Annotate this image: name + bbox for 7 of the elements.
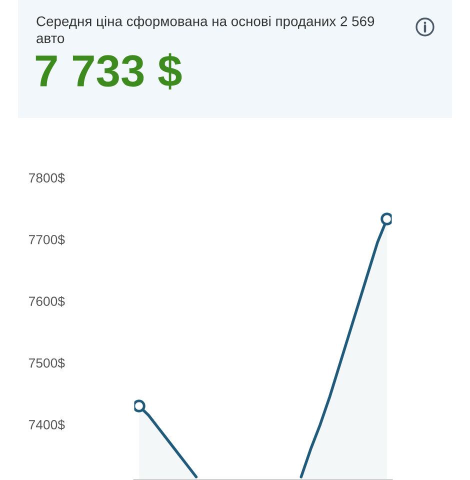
chart-title: Середня ціна сформована на основі проданих 2 569 авто xyxy=(36,16,374,44)
y-tick-label: 7600$ xyxy=(28,296,65,307)
y-tick-label: 7400$ xyxy=(28,419,65,430)
y-tick-label: 7800$ xyxy=(28,172,65,184)
chart-subtitle: 7 733 $ xyxy=(36,53,182,90)
y-tick-label: 7700$ xyxy=(28,234,65,246)
y-tick-label: 7500$ xyxy=(28,358,65,368)
